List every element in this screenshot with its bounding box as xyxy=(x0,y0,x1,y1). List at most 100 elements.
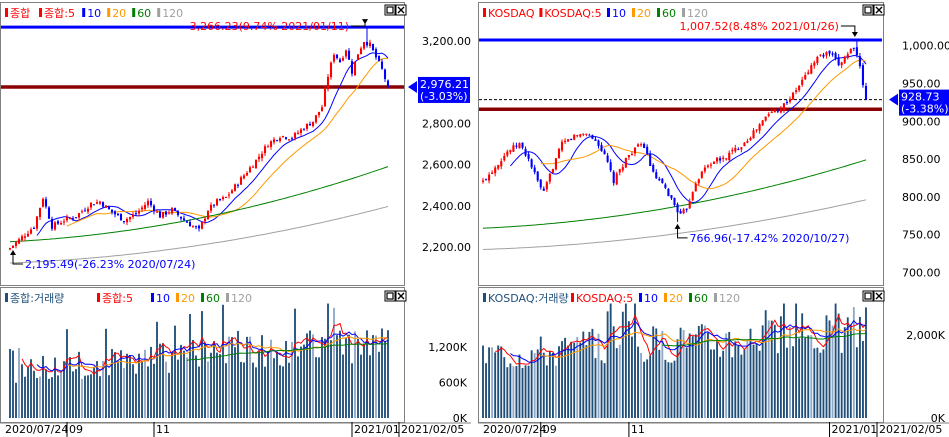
candle xyxy=(50,216,54,231)
volume-close-icon[interactable] xyxy=(395,290,407,302)
candle xyxy=(329,61,333,80)
candle-body xyxy=(521,142,524,148)
candle-body xyxy=(353,61,357,76)
candle-body xyxy=(548,173,551,182)
candle xyxy=(484,178,488,181)
candle-body xyxy=(323,88,327,107)
candle-body xyxy=(185,221,189,223)
volume-bar xyxy=(48,378,50,418)
candle xyxy=(612,170,615,186)
candle xyxy=(758,123,761,134)
volume-legend-ma: KOSDAQ:5 xyxy=(576,292,633,305)
candle-body xyxy=(840,62,843,66)
candle xyxy=(585,133,588,137)
volume-bar xyxy=(865,307,867,418)
candle-body xyxy=(308,124,312,126)
volume-bar xyxy=(789,327,791,418)
maximize-icon-frame[interactable] xyxy=(384,290,396,302)
volume-close-icon[interactable] xyxy=(873,290,885,302)
volume-maximize-icon[interactable] xyxy=(384,290,396,302)
volume-bar xyxy=(378,351,380,418)
candle xyxy=(570,138,573,141)
candle-body xyxy=(822,54,825,57)
candle-body xyxy=(146,200,150,206)
maximize-icon-frame[interactable] xyxy=(862,290,874,302)
candle xyxy=(649,150,652,167)
candle xyxy=(311,121,315,128)
candle xyxy=(567,138,570,142)
candle xyxy=(347,48,351,60)
candle xyxy=(242,173,246,180)
candle xyxy=(188,219,192,227)
maximize-icon[interactable] xyxy=(384,4,396,16)
price-axis-tick-label: 2,800.00 xyxy=(422,117,471,130)
volume-bar xyxy=(216,352,218,418)
candle-body xyxy=(864,85,868,100)
volume-bar xyxy=(162,343,164,418)
candle-body xyxy=(131,214,135,217)
candle-body xyxy=(527,154,530,159)
candle xyxy=(764,116,767,122)
maximize-icon-glyph[interactable] xyxy=(386,6,394,14)
volume-bar xyxy=(588,331,591,418)
volume-bar xyxy=(141,360,143,418)
volume-bar xyxy=(357,339,359,418)
price-axis-tick-label: 1,000.00 xyxy=(902,40,949,53)
candle-body xyxy=(155,211,159,213)
candle-body xyxy=(749,137,752,140)
close-icon[interactable] xyxy=(873,4,885,16)
candle-body xyxy=(533,167,536,173)
volume-legend-period-20: 20 xyxy=(669,292,683,305)
candle xyxy=(831,51,834,57)
volume-bar xyxy=(597,333,600,418)
legend-ma-name: KOSDAQ:5 xyxy=(544,7,601,20)
close-icon-glyph[interactable] xyxy=(875,6,883,14)
candle xyxy=(116,212,120,217)
maximize-icon-frame[interactable] xyxy=(862,4,874,16)
candle xyxy=(212,204,216,208)
candle xyxy=(83,207,87,212)
candle-body xyxy=(679,211,682,214)
candle xyxy=(173,207,177,211)
candle xyxy=(837,54,840,67)
volume-bar xyxy=(330,340,332,418)
close-icon[interactable] xyxy=(395,4,407,16)
candle xyxy=(536,171,539,183)
volume-bar xyxy=(384,341,386,418)
volume-bar xyxy=(646,359,649,418)
candle xyxy=(251,165,255,168)
candle xyxy=(801,76,804,87)
candle xyxy=(164,210,168,218)
legend-swatch-ma5 xyxy=(539,8,543,17)
close-icon-glyph[interactable] xyxy=(397,292,405,300)
volume-bar xyxy=(282,366,284,418)
candle-body xyxy=(627,155,630,158)
close-icon-glyph[interactable] xyxy=(397,6,405,14)
volume-maximize-icon[interactable] xyxy=(862,290,874,302)
candle xyxy=(362,41,366,51)
candle-body xyxy=(518,143,521,149)
maximize-icon-glyph[interactable] xyxy=(864,292,872,300)
volume-legend-period-120: 120 xyxy=(231,292,252,305)
candle-body xyxy=(236,184,240,186)
candle-body xyxy=(248,167,252,173)
candle xyxy=(630,151,633,156)
legend-period-120: 120 xyxy=(687,7,708,20)
candle-body xyxy=(846,54,849,59)
maximize-icon-frame[interactable] xyxy=(384,4,396,16)
candle-body xyxy=(170,208,174,214)
candle xyxy=(275,139,279,142)
candle xyxy=(816,55,819,66)
candle xyxy=(179,216,183,221)
maximize-icon-glyph[interactable] xyxy=(864,6,872,14)
candle xyxy=(779,106,782,114)
maximize-icon-glyph[interactable] xyxy=(386,292,394,300)
volume-bar xyxy=(858,316,861,418)
candle xyxy=(101,201,105,208)
maximize-icon[interactable] xyxy=(862,4,874,16)
candle-body xyxy=(706,165,709,168)
current-change-label: (-3.03%) xyxy=(420,90,468,103)
close-icon-glyph[interactable] xyxy=(875,292,883,300)
volume-bar xyxy=(291,341,293,418)
